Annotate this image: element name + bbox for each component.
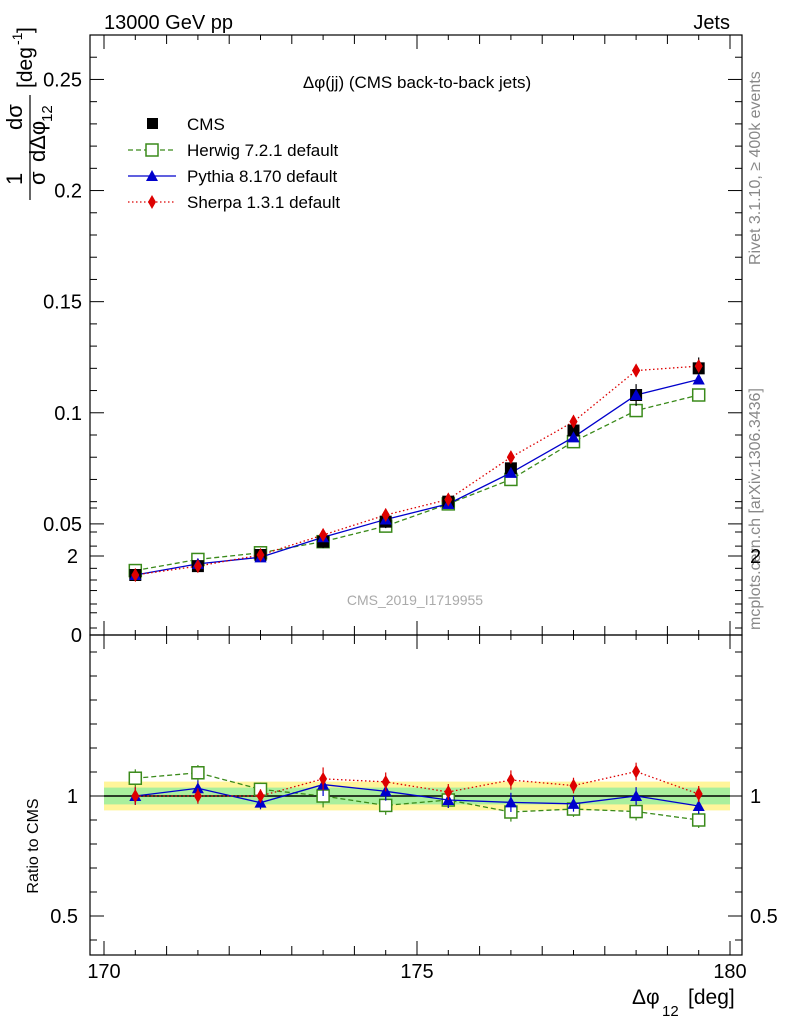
y-tick-label: 0.25: [43, 69, 82, 91]
series: [128, 357, 706, 582]
watermark: CMS_2019_I1719955: [347, 592, 483, 608]
axis-ticks: 170 175 180 0 0.05 0.1 0.15 0.2 0.25 0.5 0.5 1 1 2 2: [43, 34, 778, 983]
ratio-point-herwig: [191, 766, 205, 780]
series-line-pythia: [135, 378, 699, 576]
svg-text:-1: -1: [9, 32, 25, 45]
ratio-line-pythia: [135, 783, 699, 807]
ratio-line-herwig: [135, 772, 699, 821]
mcplots-label: mcplots.cern.ch [arXiv:1306.3436]: [747, 388, 764, 630]
legend-label-cms: CMS: [187, 115, 225, 134]
ratio-line-sherpa: [135, 770, 699, 797]
x-tick-label: 170: [87, 961, 120, 983]
x-tick-label: 175: [400, 961, 433, 983]
point-pythia-top: [567, 431, 580, 443]
svg-text:[deg: [deg: [14, 47, 37, 88]
ratio-point-pythia: [692, 800, 705, 811]
legend-marker-herwig: [145, 143, 159, 157]
ratio-point-pythia: [567, 797, 580, 809]
y-tick-label: 0.2: [54, 181, 82, 203]
legend-label-sherpa: Sherpa 1.3.1 default: [187, 193, 340, 212]
ratio-point-sherpa: [256, 789, 265, 803]
legend-marker-sherpa: [148, 195, 156, 209]
series-line-herwig: [135, 394, 699, 572]
legend-marker-cms: [147, 118, 158, 129]
point-pythia-top: [692, 373, 705, 385]
ratio-point-herwig: [128, 771, 143, 785]
y-tick-label: 0.15: [43, 292, 82, 314]
ratio-point-sherpa: [444, 785, 453, 799]
ratio-point-pythia: [504, 796, 517, 808]
point-sherpa-top: [381, 508, 390, 522]
data-point-cms: [567, 424, 580, 437]
ratio-tick-label-right: 2: [750, 546, 761, 568]
x-tick-label: 180: [713, 961, 746, 983]
header-right: Jets: [693, 12, 730, 34]
svg-text:12: 12: [39, 105, 56, 122]
svg-text:σ: σ: [25, 171, 50, 185]
point-sherpa-top: [694, 359, 703, 374]
ratio-series: [128, 762, 706, 828]
ratio-tick-label-left: 0.5: [50, 906, 78, 928]
svg-text:dσ: dσ: [2, 104, 27, 130]
point-pythia-top: [504, 466, 517, 478]
svg-text:[deg]: [deg]: [688, 986, 735, 1009]
point-herwig: [691, 388, 706, 402]
ratio-point-herwig: [691, 813, 706, 827]
ratio-point-sherpa: [506, 773, 515, 787]
point-sherpa-top: [569, 414, 578, 429]
rivet-label: Rivet 3.1.10, ≥ 400k events: [747, 71, 764, 265]
svg-text:dΔφ: dΔφ: [25, 121, 50, 162]
y-tick-label: 0.05: [43, 514, 82, 536]
y-axis-label-ratio: Ratio to CMS: [25, 798, 42, 893]
ratio-point-sherpa: [131, 789, 140, 803]
y-tick-label: 0.1: [54, 403, 82, 425]
point-sherpa-top: [319, 528, 328, 542]
y-axis-label-main: 1 σ dσ dΔφ 12 [deg -1 ]: [2, 27, 56, 200]
ratio-tick-label-left: 2: [67, 546, 78, 568]
ratio-point-sherpa: [319, 771, 328, 786]
y-tick-label: 0: [71, 625, 82, 647]
ratio-frame: [89, 634, 743, 956]
legend-label-pythia: Pythia 8.170 default: [187, 167, 338, 186]
header-left: 13000 GeV pp: [104, 12, 233, 34]
ratio-point-pythia: [630, 790, 643, 801]
svg-text:12: 12: [662, 1003, 679, 1020]
ratio-point-sherpa: [694, 787, 703, 801]
point-sherpa-top: [632, 363, 641, 378]
ratio-point-sherpa: [381, 774, 390, 789]
point-sherpa-top: [444, 492, 453, 507]
ratio-point-sherpa: [193, 789, 202, 803]
ratio-tick-label-right: 1: [750, 786, 761, 808]
ratio-point-sherpa: [632, 764, 641, 779]
point-sherpa-top: [131, 568, 140, 582]
ratio-tick-label-left: 1: [67, 786, 78, 808]
series-line-sherpa: [135, 365, 699, 576]
ratio-point-sherpa: [569, 778, 578, 793]
ratio-point-herwig: [378, 798, 393, 813]
ratio-point-herwig: [629, 804, 643, 819]
svg-text:1: 1: [2, 173, 27, 185]
point-pythia-top: [630, 389, 643, 400]
svg-text:Δφ: Δφ: [632, 986, 660, 1009]
legend-marker-pythia: [146, 170, 158, 181]
svg-text:]: ]: [14, 27, 37, 33]
legend: CMS Herwig 7.2.1 default Pythia 8.170 de…: [128, 115, 340, 212]
chart-title: Δφ(jj) (CMS back-to-back jets): [303, 73, 531, 92]
ratio-tick-label-right: 0.5: [750, 906, 778, 928]
point-sherpa-top: [506, 450, 515, 465]
legend-label-herwig: Herwig 7.2.1 default: [187, 141, 338, 160]
x-axis-label: Δφ 12 [deg]: [632, 986, 735, 1020]
point-sherpa-top: [193, 559, 202, 574]
ratio-point-pythia: [191, 782, 204, 794]
point-sherpa-top: [256, 548, 265, 562]
point-herwig: [629, 403, 643, 418]
